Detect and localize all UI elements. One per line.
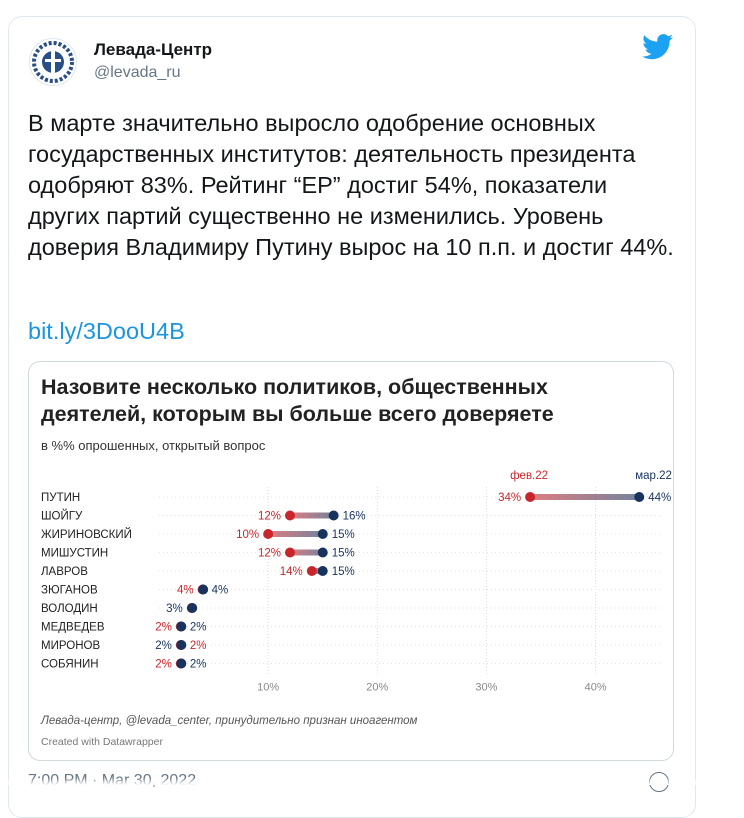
feb-point <box>284 547 295 558</box>
mar-point <box>317 547 328 558</box>
category-label: ВОЛОДИН <box>41 603 98 615</box>
author-avatar[interactable] <box>29 38 77 86</box>
feb-value-label: 12% <box>258 548 281 560</box>
mar-value-label: 15% <box>332 529 355 541</box>
category-label: МИРОНОВ <box>41 640 100 652</box>
feb-point <box>284 510 295 521</box>
dumbbell-bar <box>311 568 323 574</box>
mar-point <box>634 492 645 502</box>
category-label: ЖИРИНОВСКИЙ <box>41 528 132 541</box>
feb-value-label: 4% <box>177 585 194 597</box>
dumbbell-bar <box>289 512 334 519</box>
feb-value-label: 10% <box>236 529 259 541</box>
mar-value-label: 15% <box>332 566 355 578</box>
feb-point <box>263 529 274 539</box>
tweet-link[interactable]: bit.ly/3DooU4B <box>28 318 185 344</box>
feb-value-label: 2% <box>155 622 172 634</box>
mar-value-label: 4% <box>212 585 229 597</box>
twitter-bird-icon[interactable] <box>642 34 674 60</box>
author-name[interactable]: Левада-Центр <box>94 40 213 59</box>
category-label: МИШУСТИН <box>41 548 108 560</box>
feb-value-label: 2% <box>155 659 172 671</box>
legend-mar: мар.22 <box>635 470 672 482</box>
mar-value-label: 16% <box>343 511 366 523</box>
mar-point <box>317 529 328 539</box>
bottom-fade <box>0 778 744 785</box>
legend-feb: фев.22 <box>510 470 548 482</box>
mar-point <box>198 584 209 595</box>
mar-value-label: 15% <box>332 548 355 560</box>
chart-title: Назовите несколько политиков, общественн… <box>41 375 554 426</box>
x-tick-label: 20% <box>366 682 388 694</box>
x-tick-label: 30% <box>475 682 497 694</box>
category-label: ЛАВРОВ <box>41 566 88 578</box>
category-label: ПУТИН <box>41 492 80 504</box>
mar-point <box>317 566 328 576</box>
feb-value-label: 2% <box>190 640 207 652</box>
feb-point <box>306 566 317 576</box>
mar-value-label: 2% <box>190 659 207 671</box>
mar-point <box>187 603 198 613</box>
category-label: ШОЙГУ <box>41 510 83 523</box>
dumbbell-bar <box>289 549 323 556</box>
category-label: СОБЯНИН <box>41 659 99 671</box>
levada-logo-icon <box>32 41 74 83</box>
dumbbell-bar <box>268 531 323 537</box>
category-label: МЕДВЕДЕВ <box>41 622 105 634</box>
mar-point <box>176 658 187 669</box>
mar-point <box>328 510 339 521</box>
mar-value-label: 2% <box>190 622 207 634</box>
feb-value-label: 12% <box>258 511 281 523</box>
dumbbell-chart: 10% 20% 30% 40% фев.22 мар.22 ПУТИН 34% 44% ШОЙГУ… <box>41 470 672 694</box>
mar-value-label: 3% <box>166 603 183 615</box>
mar-value-label: 2% <box>155 640 172 652</box>
chart-image[interactable]: Назовите несколько политиков, общественн… <box>28 361 674 761</box>
feb-point <box>525 492 536 502</box>
tweet-text: В марте значительно выросло одобрение ос… <box>28 110 674 260</box>
mar-value-label: 44% <box>648 492 671 504</box>
feb-value-label: 34% <box>498 492 521 504</box>
category-label: ЗЮГАНОВ <box>41 585 98 597</box>
x-tick-label: 40% <box>585 682 607 694</box>
chart-credit: Created with Datawrapper <box>41 736 163 748</box>
mar-point <box>176 640 187 650</box>
mar-point <box>176 621 187 632</box>
dumbbell-bar <box>530 494 640 500</box>
feb-value-label: 14% <box>280 566 303 578</box>
author-handle[interactable]: @levada_ru <box>94 64 181 81</box>
x-tick-label: 10% <box>257 682 279 694</box>
chart-source: Левада-центр, @levada_center, принудител… <box>41 715 418 727</box>
chart-subtitle: в %% опрошенных, открытый вопрос <box>41 438 266 453</box>
